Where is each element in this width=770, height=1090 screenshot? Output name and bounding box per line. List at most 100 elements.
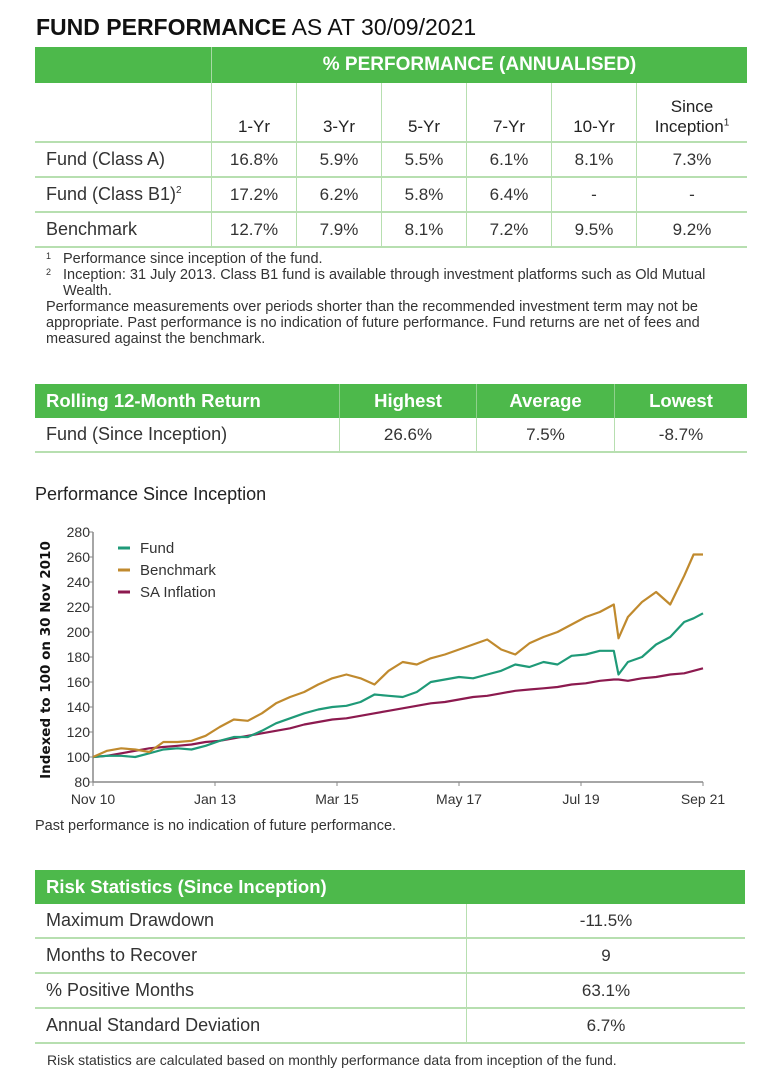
cell: 8.1% xyxy=(381,212,467,248)
cell: -11.5% xyxy=(466,904,745,939)
series-line-benchmark xyxy=(92,553,703,759)
row-label: Benchmark xyxy=(35,212,212,248)
table-row: % Positive Months 63.1% xyxy=(35,973,745,1009)
legend-label: Benchmark xyxy=(140,562,216,579)
cell: -8.7% xyxy=(614,418,747,453)
y-tick-label: 200 xyxy=(67,624,91,640)
col-header: 10-Yr xyxy=(551,83,637,143)
cell: 8.1% xyxy=(551,142,637,178)
y-tick-label: 120 xyxy=(67,724,91,740)
footnote-2: 2 Inception: 31 July 2013. Class B1 fund … xyxy=(46,267,706,299)
legend: Fund Benchmark SA Inflation xyxy=(118,540,216,601)
series-line-sa-inflation xyxy=(92,667,704,759)
cell: 9 xyxy=(466,938,745,974)
footnote-ref: 1 xyxy=(723,117,730,129)
cell: - xyxy=(636,177,747,213)
cell: 17.2% xyxy=(211,177,297,213)
y-tick-label: 180 xyxy=(67,649,91,665)
cell: 63.1% xyxy=(466,973,745,1009)
y-tick-label: 240 xyxy=(67,574,91,590)
cell: 7.9% xyxy=(296,212,382,248)
row-label: Annual Standard Deviation xyxy=(35,1008,467,1044)
row-label: Months to Recover xyxy=(35,938,467,974)
cell: 7.5% xyxy=(476,418,615,453)
footnote-1: 1 Performance since inception of the fund… xyxy=(46,251,323,267)
cell: 16.8% xyxy=(211,142,297,178)
risk-note: Risk statistics are calculated based on … xyxy=(47,1052,617,1068)
row-label: % Positive Months xyxy=(35,973,467,1009)
rolling-header: Rolling 12-Month Return xyxy=(35,384,340,418)
chart-title: Performance Since Inception xyxy=(35,484,267,504)
blank-col-header xyxy=(35,83,212,143)
y-tick-label: 280 xyxy=(67,524,91,540)
blank-header-cell xyxy=(35,47,212,83)
cell: 6.4% xyxy=(466,177,552,213)
performance-table: % PERFORMANCE (ANNUALISED) 1-Yr 3-Yr 5-Y… xyxy=(35,47,747,248)
footnote-ref: 2 xyxy=(176,185,182,196)
table-row: Fund (Class B1)2 17.2% 6.2% 5.8% 6.4% - … xyxy=(35,177,747,213)
since-label: Since xyxy=(670,97,714,116)
table-row: Fund (Since Inception) 26.6% 7.5% -8.7% xyxy=(35,418,747,453)
table-row: Benchmark 12.7% 7.9% 8.1% 7.2% 9.5% 9.2% xyxy=(35,212,747,248)
row-label: Fund (Class B1)2 xyxy=(35,177,212,213)
rolling-header: Lowest xyxy=(614,384,747,418)
rolling-header: Average xyxy=(476,384,615,418)
col-header: 3-Yr xyxy=(296,83,382,143)
x-axis: Nov 10 Jan 13 Mar 15 May 17 Jul 19 Sep 21 xyxy=(71,781,726,807)
y-tick-label: 100 xyxy=(67,749,91,765)
x-tick-label: Sep 21 xyxy=(681,791,726,807)
row-label: Fund (Class A) xyxy=(35,142,212,178)
y-tick-label: 160 xyxy=(67,674,91,690)
cell: 5.5% xyxy=(381,142,467,178)
col-header: 1-Yr xyxy=(211,83,297,143)
risk-statistics-table: Risk Statistics (Since Inception) Maximu… xyxy=(35,870,745,1044)
cell: 26.6% xyxy=(339,418,477,453)
cell: 5.8% xyxy=(381,177,467,213)
table-row: Fund (Class A) 16.8% 5.9% 5.5% 6.1% 8.1%… xyxy=(35,142,747,178)
cell: 6.2% xyxy=(296,177,382,213)
performance-chart: 80 100 120 140 160 180 200 220 240 260 280 Nov 10 J… xyxy=(38,524,726,807)
legend-label: SA Inflation xyxy=(140,584,216,601)
y-tick-label: 140 xyxy=(67,699,91,715)
y-axis: 80 100 120 140 160 180 200 220 240 260 280 xyxy=(67,524,94,790)
cell: 7.3% xyxy=(636,142,747,178)
x-tick-label: Jul 19 xyxy=(562,791,600,807)
table-row: Maximum Drawdown -11.5% xyxy=(35,904,745,939)
page-title: FUND PERFORMANCE AS AT 30/09/2021 xyxy=(36,14,476,41)
row-label: Fund (Since Inception) xyxy=(35,418,340,453)
title-date: AS AT 30/09/2021 xyxy=(291,14,477,40)
col-header: 5-Yr xyxy=(381,83,467,143)
legend-label: Fund xyxy=(140,540,174,557)
cell: 5.9% xyxy=(296,142,382,178)
cell: 6.1% xyxy=(466,142,552,178)
row-label: Maximum Drawdown xyxy=(35,904,467,939)
table-row: Annual Standard Deviation 6.7% xyxy=(35,1008,745,1044)
rolling-header: Highest xyxy=(339,384,477,418)
footnotes: 1 Performance since inception of the fund… xyxy=(46,251,746,347)
cell: 12.7% xyxy=(211,212,297,248)
cell: - xyxy=(551,177,637,213)
y-axis-label: Indexed to 100 on 30 Nov 2010 xyxy=(38,541,54,779)
series-line-fund xyxy=(92,612,704,759)
title-bold: FUND PERFORMANCE xyxy=(36,14,287,40)
rolling-return-table: Rolling 12-Month Return Highest Average … xyxy=(35,384,747,453)
y-tick-label: 260 xyxy=(67,549,91,565)
cell: 9.5% xyxy=(551,212,637,248)
disclaimer-text: Performance measurements over periods sh… xyxy=(46,299,700,347)
cell: 7.2% xyxy=(466,212,552,248)
col-header: 7-Yr xyxy=(466,83,552,143)
x-tick-label: Nov 10 xyxy=(71,791,116,807)
table-row: Months to Recover 9 xyxy=(35,938,745,974)
y-tick-label: 220 xyxy=(67,599,91,615)
cell: 6.7% xyxy=(466,1008,745,1044)
inception-label: Inception xyxy=(654,117,724,136)
col-header-since-inception: Since Inception1 xyxy=(636,83,747,143)
group-header: % PERFORMANCE (ANNUALISED) xyxy=(211,47,747,83)
y-tick-label: 80 xyxy=(74,774,90,790)
risk-header: Risk Statistics (Since Inception) xyxy=(35,870,745,904)
chart-disclaimer: Past performance is no indication of fut… xyxy=(35,818,397,834)
cell: 9.2% xyxy=(636,212,747,248)
series-lines xyxy=(92,553,704,759)
x-tick-label: Jan 13 xyxy=(194,791,236,807)
x-tick-label: Mar 15 xyxy=(315,791,359,807)
